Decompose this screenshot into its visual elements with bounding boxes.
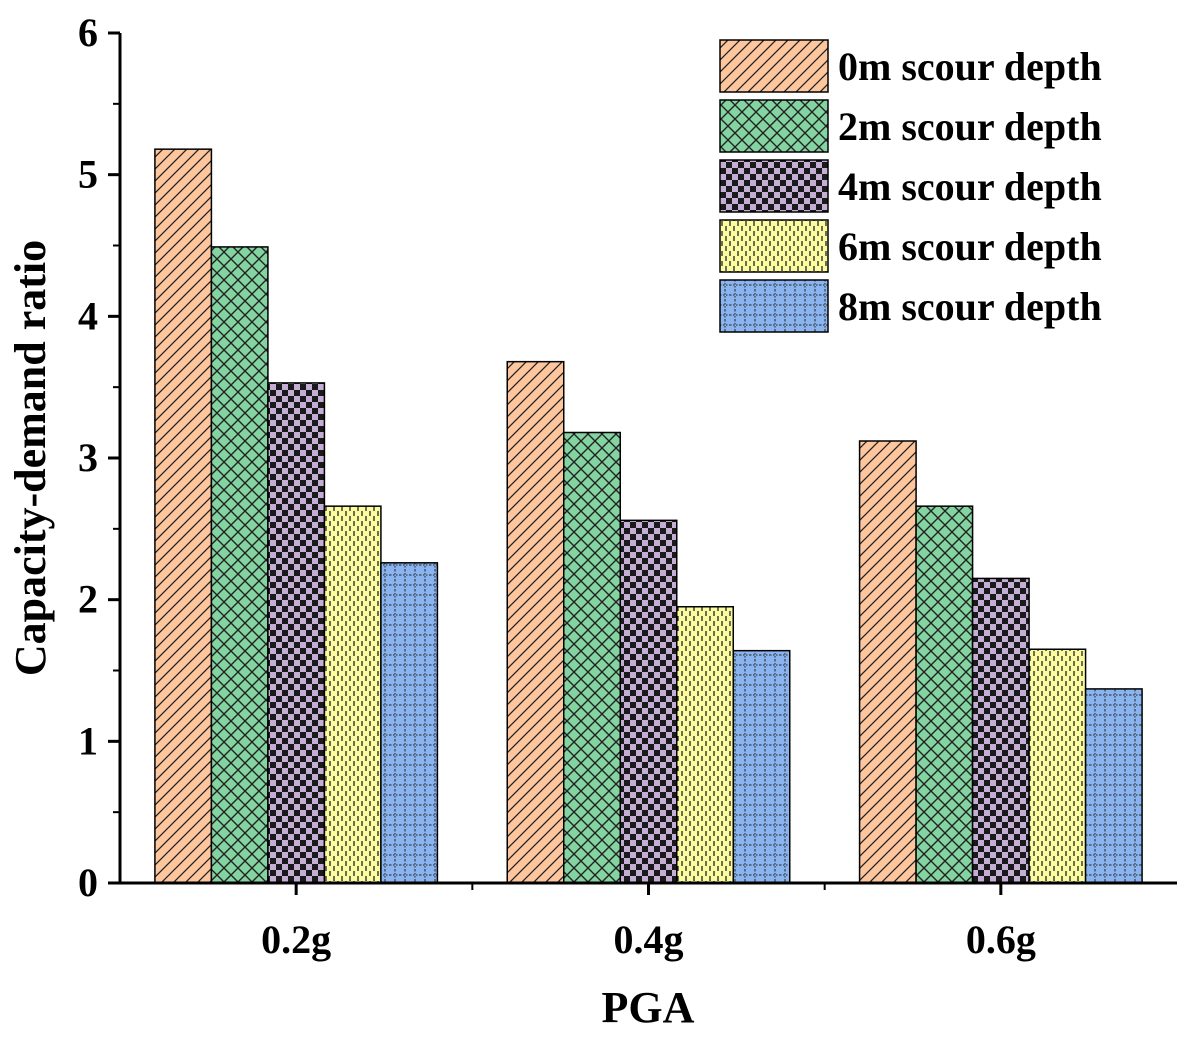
- legend: 0m scour depth 2m scour depth 4m scour dep…: [719, 39, 1102, 333]
- bar-pattern: [971, 577, 1030, 884]
- legend-swatch-pattern: [719, 219, 829, 273]
- bar-pattern: [154, 148, 213, 884]
- bar: [563, 431, 621, 884]
- bar-pattern: [210, 246, 269, 884]
- y-tick-label: 4: [78, 293, 98, 338]
- bar: [506, 360, 565, 884]
- bar: [732, 649, 791, 884]
- bar-pattern: [676, 606, 734, 884]
- legend-label: 6m scour depth: [838, 224, 1102, 269]
- legend-label: 2m scour depth: [838, 104, 1102, 149]
- x-tick-label: 0.6g: [966, 917, 1036, 962]
- bar: [915, 505, 974, 884]
- bar: [619, 519, 678, 884]
- legend-swatch-pattern: [719, 99, 829, 153]
- legend-item: 4m scour depth: [719, 159, 1102, 213]
- legend-swatch-pattern: [719, 279, 829, 333]
- y-tick-label: 0: [78, 860, 98, 905]
- bar-pattern: [858, 440, 917, 884]
- legend-item: 6m scour depth: [719, 219, 1102, 273]
- x-tick-label: 0.4g: [614, 917, 684, 962]
- x-ticks: 0.2g 0.4g 0.6g: [261, 883, 1036, 962]
- legend-swatch-pattern: [719, 39, 829, 93]
- bar: [1028, 648, 1087, 884]
- bar-pattern: [732, 649, 791, 884]
- y-tick-label: 1: [78, 718, 98, 763]
- bar-pattern: [1028, 648, 1087, 884]
- legend-label: 4m scour depth: [838, 164, 1102, 209]
- y-axis-title: Capacity-demand ratio: [6, 240, 55, 676]
- bar-pattern: [267, 382, 326, 884]
- legend-item: 0m scour depth: [719, 39, 1102, 93]
- legend-label: 8m scour depth: [838, 284, 1102, 329]
- legend-swatch-pattern: [719, 159, 829, 213]
- y-tick-label: 5: [78, 152, 98, 197]
- x-tick-label: 0.2g: [261, 917, 331, 962]
- bar: [210, 246, 269, 884]
- bar-pattern: [619, 519, 678, 884]
- y-tick-label: 2: [78, 577, 98, 622]
- bar-pattern: [506, 360, 565, 884]
- bar-series-group: [154, 148, 1143, 884]
- bar-pattern: [1084, 688, 1143, 884]
- bar-pattern: [323, 505, 382, 884]
- bar: [971, 577, 1030, 884]
- bar-pattern: [563, 431, 621, 884]
- bar: [676, 606, 734, 884]
- bar: [323, 505, 382, 884]
- legend-item: 8m scour depth: [719, 279, 1102, 333]
- bar: [858, 440, 917, 884]
- bar-pattern: [915, 505, 974, 884]
- legend-item: 2m scour depth: [719, 99, 1102, 153]
- bar: [380, 562, 439, 884]
- bar: [1084, 688, 1143, 884]
- bar: [154, 148, 213, 884]
- y-tick-label: 6: [78, 10, 98, 55]
- bar-pattern: [380, 562, 439, 884]
- x-axis-title: PGA: [602, 983, 695, 1032]
- y-ticks: 0 1 2 3 4 5 6: [78, 10, 120, 905]
- bar: [267, 382, 326, 884]
- legend-label: 0m scour depth: [838, 44, 1102, 89]
- y-tick-label: 3: [78, 435, 98, 480]
